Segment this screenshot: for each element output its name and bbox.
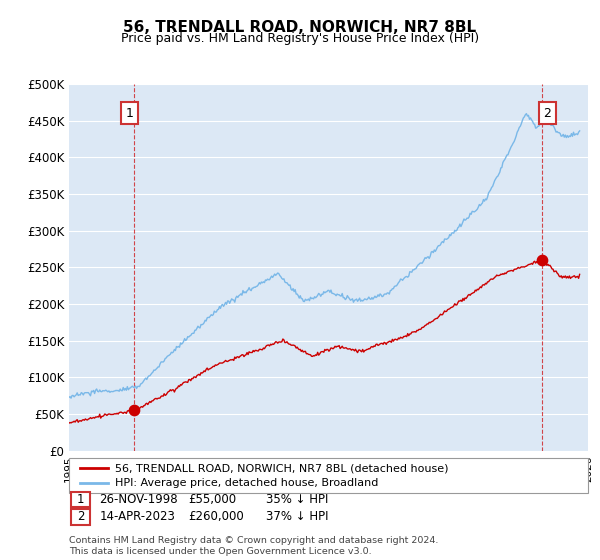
Text: 2: 2: [544, 107, 551, 120]
Text: HPI: Average price, detached house, Broadland: HPI: Average price, detached house, Broa…: [115, 478, 379, 488]
Text: 14-APR-2023: 14-APR-2023: [100, 510, 175, 524]
Text: 1: 1: [125, 107, 133, 120]
Text: 37% ↓ HPI: 37% ↓ HPI: [266, 510, 328, 524]
Text: 35% ↓ HPI: 35% ↓ HPI: [266, 493, 328, 506]
Text: £260,000: £260,000: [188, 510, 244, 524]
Point: [538, 255, 547, 264]
Text: 56, TRENDALL ROAD, NORWICH, NR7 8BL (detached house): 56, TRENDALL ROAD, NORWICH, NR7 8BL (det…: [115, 463, 449, 473]
Text: 26-NOV-1998: 26-NOV-1998: [100, 493, 178, 506]
Text: 1: 1: [77, 493, 84, 506]
Text: Contains HM Land Registry data © Crown copyright and database right 2024.
This d: Contains HM Land Registry data © Crown c…: [69, 536, 439, 556]
Text: Price paid vs. HM Land Registry's House Price Index (HPI): Price paid vs. HM Land Registry's House …: [121, 32, 479, 45]
Text: £55,000: £55,000: [188, 493, 236, 506]
Point: [130, 406, 139, 415]
Text: 2: 2: [77, 510, 84, 524]
Text: 56, TRENDALL ROAD, NORWICH, NR7 8BL: 56, TRENDALL ROAD, NORWICH, NR7 8BL: [124, 20, 476, 35]
